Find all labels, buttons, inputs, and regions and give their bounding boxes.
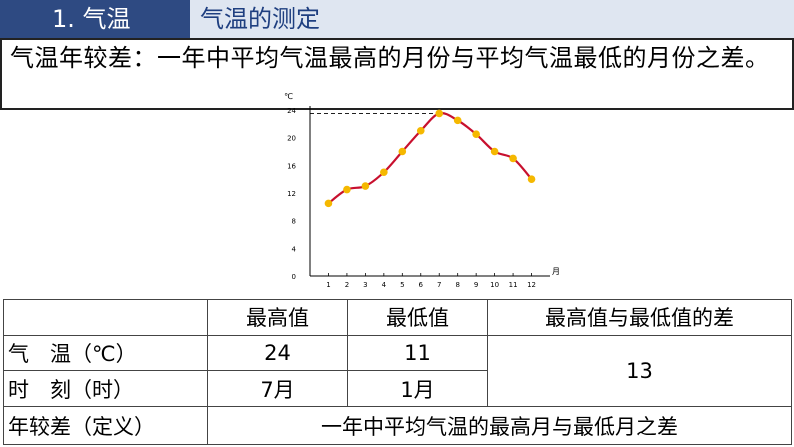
table-row: 气 温（℃） 24 11 13 bbox=[3, 334, 792, 408]
data-point bbox=[324, 199, 333, 208]
section-subtitle: 气温的测定 bbox=[190, 0, 794, 38]
data-point bbox=[435, 109, 444, 118]
y-tick-label: 20 bbox=[287, 135, 296, 143]
table-header-cell: 最低值 bbox=[347, 299, 488, 336]
table-header-cell bbox=[3, 299, 208, 336]
x-unit-label: 月 bbox=[552, 267, 560, 276]
y-tick-label: 0 bbox=[292, 273, 296, 281]
table-cell: 24 bbox=[207, 334, 348, 372]
difference-cell: 13 bbox=[487, 334, 792, 408]
data-point bbox=[361, 182, 370, 190]
table-row: 时 刻（时） 7月 1月 bbox=[3, 370, 792, 408]
y-tick-label: 8 bbox=[292, 218, 296, 226]
x-tick-label: 11 bbox=[509, 281, 518, 289]
row-label: 气 温（℃） bbox=[3, 334, 208, 372]
data-point bbox=[380, 168, 388, 177]
x-tick-label: 2 bbox=[345, 281, 349, 289]
data-point bbox=[490, 147, 499, 156]
section-title: 1. 气温 bbox=[0, 0, 190, 38]
x-tick-label: 5 bbox=[400, 281, 404, 289]
table-header-cell: 最高值与最低值的差 bbox=[487, 299, 792, 336]
x-tick-label: 7 bbox=[437, 281, 441, 289]
x-tick-label: 12 bbox=[527, 281, 536, 289]
temperature-line bbox=[327, 112, 533, 205]
y-unit-label: ℃ bbox=[284, 92, 293, 101]
x-tick-label: 8 bbox=[455, 281, 459, 289]
row-label: 年较差（定义） bbox=[3, 406, 208, 445]
data-point bbox=[527, 175, 536, 183]
y-tick-label: 24 bbox=[287, 107, 296, 115]
x-tick-label: 1 bbox=[326, 281, 330, 289]
table-cell: 11 bbox=[347, 334, 488, 372]
x-tick-label: 10 bbox=[490, 281, 499, 289]
row-label: 时 刻（时） bbox=[3, 370, 208, 408]
y-tick-label: 4 bbox=[292, 245, 297, 253]
x-tick-label: 3 bbox=[363, 281, 367, 289]
y-tick-label: 12 bbox=[287, 190, 296, 198]
definition-box: 气温年较差：一年中平均气温最高的月份与平均气温最低的月份之差。 bbox=[0, 38, 794, 110]
definition-text: 气温年较差：一年中平均气温最高的月份与平均气温最低的月份之差。 bbox=[10, 44, 770, 72]
annual-range-definition: 一年中平均气温的最高月与最低月之差 bbox=[207, 406, 792, 445]
table-row: 年较差（定义） 一年中平均气温的最高月与最低月之差 bbox=[3, 406, 792, 445]
table-cell: 1月 bbox=[347, 370, 488, 408]
y-tick-label: 16 bbox=[287, 162, 296, 170]
x-tick-label: 6 bbox=[419, 281, 424, 289]
data-point bbox=[509, 154, 517, 163]
table-header-cell: 最高值 bbox=[207, 299, 348, 336]
temperature-table: 最高值 最低值 最高值与最低值的差 气 温（℃） 24 11 13 时 刻（时）… bbox=[3, 299, 792, 445]
x-tick-label: 4 bbox=[382, 281, 387, 289]
table-cell: 7月 bbox=[207, 370, 348, 408]
data-point bbox=[472, 130, 480, 139]
data-point bbox=[416, 126, 425, 135]
x-tick-label: 9 bbox=[474, 281, 478, 289]
data-point bbox=[453, 116, 462, 125]
data-point bbox=[398, 147, 407, 156]
table-header-row: 最高值 最低值 最高值与最低值的差 bbox=[3, 299, 792, 336]
data-point bbox=[343, 185, 351, 194]
